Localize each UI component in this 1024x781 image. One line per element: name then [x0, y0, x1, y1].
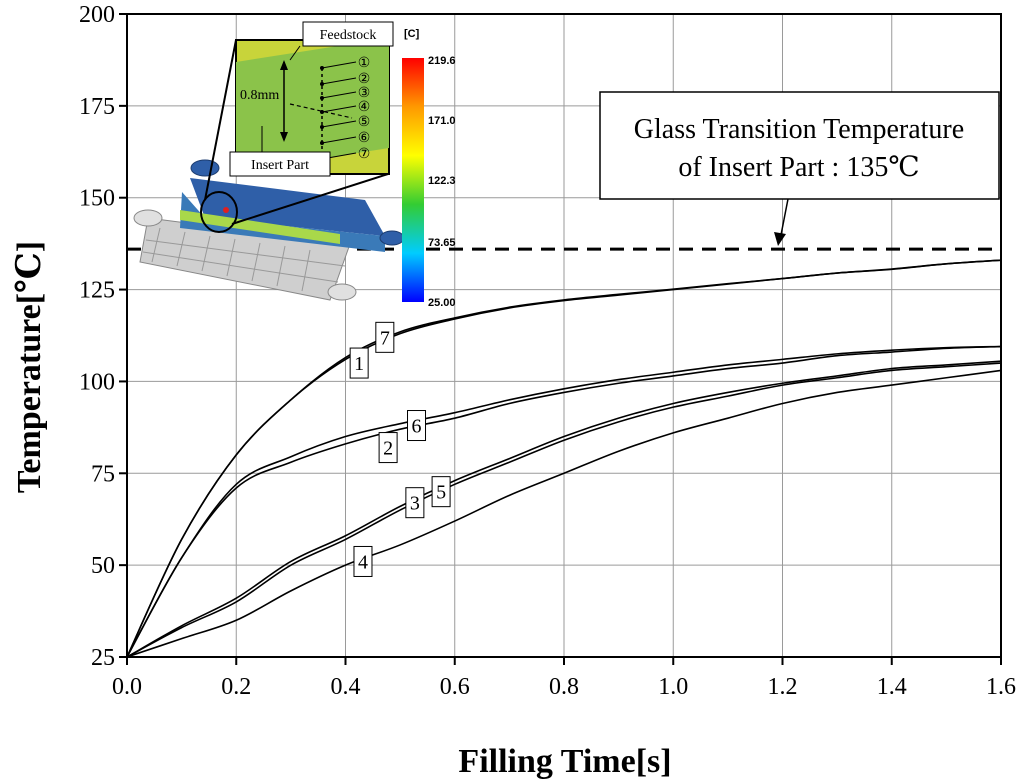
callout-arrow-head	[774, 232, 786, 246]
callout-line-2: of Insert Part : 135℃	[678, 152, 919, 183]
probe-leader	[321, 105, 357, 113]
probe-label: ⑥	[358, 131, 371, 146]
curve-label-box	[407, 410, 427, 442]
zoom-line-bottom	[231, 173, 389, 225]
feedstock-label-box	[302, 21, 394, 47]
y-tick-label: 125	[79, 278, 115, 304]
curve-label-box	[405, 487, 425, 519]
mount-hole-right	[327, 283, 357, 301]
curve-label-box	[349, 347, 369, 379]
probe-leader	[321, 61, 357, 69]
base-grid	[142, 227, 346, 292]
x-tick-label: 1.4	[877, 674, 907, 700]
mount-hole-left	[133, 209, 163, 227]
series-line-7	[126, 259, 1002, 658]
series-group	[126, 259, 1002, 658]
curve-label-box	[378, 432, 398, 464]
legend-value: 122.3	[428, 175, 456, 187]
plate-edge	[180, 210, 340, 244]
thickness-label: 0.8mm	[240, 88, 279, 103]
y-tick-label: 50	[91, 553, 115, 579]
probe-label: ②	[358, 72, 371, 87]
curve-label: 7	[380, 327, 390, 349]
thickness-arrow-top	[280, 60, 288, 70]
insert-part-label: Insert Part	[251, 158, 309, 173]
series-line-2	[126, 345, 1002, 658]
callout-arrow	[779, 198, 789, 241]
x-tick-label: 1.0	[658, 674, 688, 700]
curve-label: 3	[410, 493, 420, 515]
tab-right	[379, 230, 405, 246]
y-tick-label: 200	[79, 2, 115, 28]
probe-leader	[321, 77, 357, 85]
probe-leader	[321, 136, 357, 144]
curve-label-box	[431, 476, 451, 508]
x-axis-title: Filling Time[s]	[458, 743, 671, 780]
hot-spot	[223, 207, 229, 213]
series-line-5	[126, 360, 1002, 658]
tab-left	[190, 159, 220, 177]
legend-labels: 219.6 171.0 122.3 73.65 25.00	[428, 55, 456, 309]
x-tick-label: 1.2	[768, 674, 798, 700]
curve-label-box	[353, 545, 373, 577]
callout-box	[599, 91, 1000, 200]
curve-label: 2	[383, 438, 393, 460]
series-line-3	[126, 362, 1002, 658]
series-line-6	[126, 345, 1002, 658]
probe-label: ①	[358, 56, 371, 71]
color-legend: [C] 219.6 171.0 122.3 73.65 25.00	[402, 28, 456, 309]
probe-label: ④	[358, 100, 371, 115]
curve-label: 5	[436, 482, 446, 504]
legend-unit: [C]	[404, 28, 420, 40]
probe-label: ⑤	[358, 115, 371, 130]
probe-label: ③	[358, 86, 371, 101]
thickness-arrow-bottom	[280, 132, 288, 142]
feedstock-pointer	[289, 45, 301, 61]
curve-label: 1	[354, 353, 364, 375]
curve-label: 6	[412, 416, 422, 438]
curve-labels: 17 26 35 4	[349, 321, 451, 577]
y-tick-label: 75	[91, 461, 115, 487]
cross-section-feedstock	[236, 38, 389, 172]
curve-label: 4	[358, 551, 368, 573]
probe-leader	[321, 120, 357, 128]
x-tick-label: 0.4	[331, 674, 361, 700]
curve-label-box	[375, 321, 395, 353]
probe-label: ⑦	[358, 147, 371, 162]
y-axis-title: Temperature[℃]	[11, 241, 48, 493]
glass-transition-callout: Glass Transition Temperature of Insert P…	[599, 91, 1000, 246]
y-tick-label: 150	[79, 186, 115, 212]
legend-bar	[402, 58, 424, 302]
x-tick-label: 0.0	[112, 674, 142, 700]
x-tick-label: 0.8	[549, 674, 579, 700]
zoom-line-top	[204, 39, 237, 201]
y-tick-label: 100	[79, 369, 115, 395]
y-tick-label: 175	[79, 94, 115, 120]
x-tick-label: 0.6	[440, 674, 470, 700]
feedstock-label: Feedstock	[320, 28, 377, 43]
x-tick-label: 0.2	[221, 674, 251, 700]
axis-ticks: 0.0 0.2 0.4 0.6 0.8 1.0 1.2 1.4 1.62550751001251…	[79, 2, 1016, 700]
series-line-4	[126, 369, 1002, 658]
x-tick-label: 1.6	[986, 674, 1016, 700]
legend-value: 25.00	[428, 297, 456, 309]
legend-value: 171.0	[428, 115, 456, 127]
y-tick-label: 25	[91, 645, 115, 671]
insert-part-label-box	[229, 151, 331, 177]
legend-value: 219.6	[428, 55, 456, 67]
probe-leader	[321, 91, 357, 99]
legend-value: 73.65	[428, 237, 456, 249]
part-model	[133, 39, 405, 301]
zoom-circle	[200, 191, 238, 233]
callout-line-1: Glass Transition Temperature	[634, 114, 964, 145]
